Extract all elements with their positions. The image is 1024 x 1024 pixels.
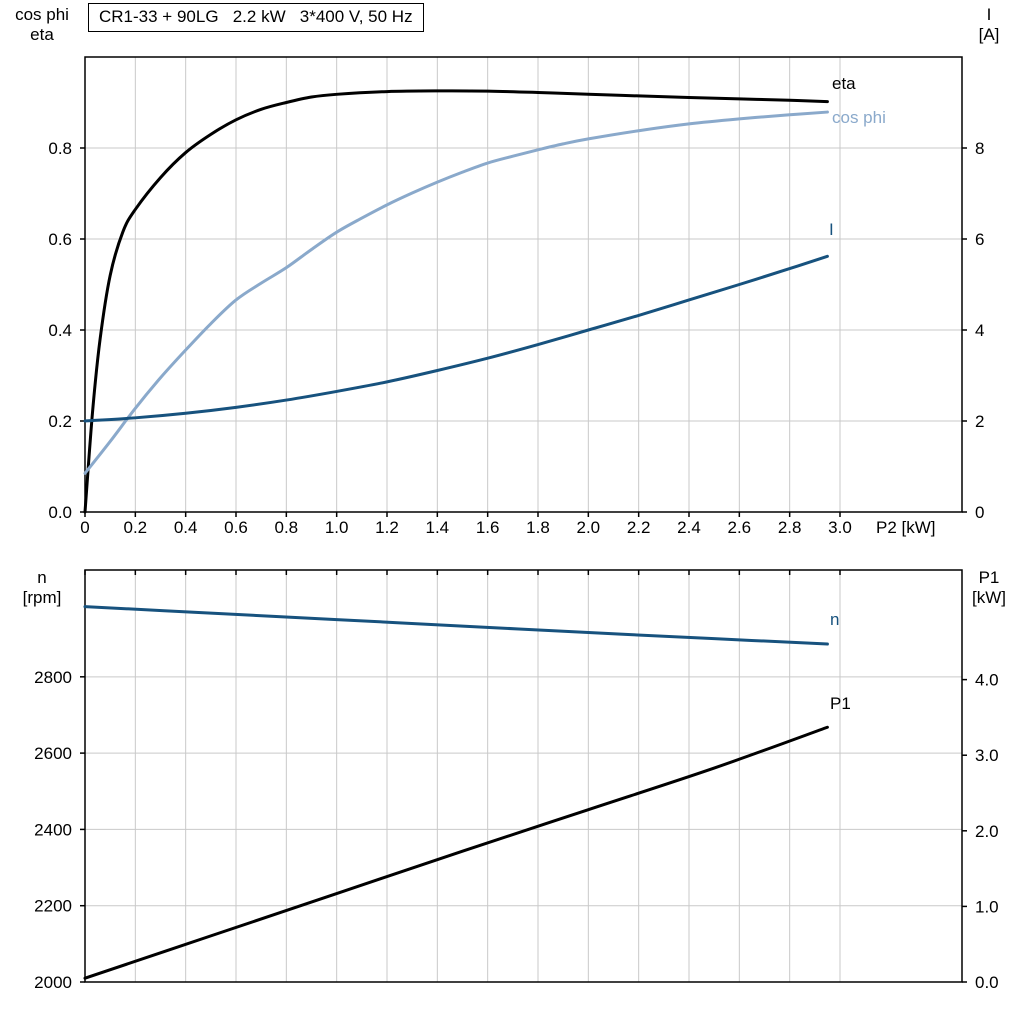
y-left-axis-title-line2: eta <box>30 25 54 44</box>
y-left-tick-label: 2000 <box>34 973 72 992</box>
x-tick-label: 2.8 <box>778 518 802 537</box>
y-left-tick-label: 0.4 <box>48 321 72 340</box>
chart-title: CR1-33 + 90LG 2.2 kW 3*400 V, 50 Hz <box>88 3 424 32</box>
x-tick-label: 1.8 <box>526 518 550 537</box>
y-right-tick-label: 6 <box>975 230 984 249</box>
x-tick-label: 1.6 <box>476 518 500 537</box>
y-left-tick-label: 0.0 <box>48 503 72 522</box>
y-left-tick-label: 0.6 <box>48 230 72 249</box>
p1-axis-title-line2: [kW] <box>972 588 1006 607</box>
n-axis-title-line1: n <box>37 568 47 587</box>
y-right-tick-label: 3.0 <box>975 746 999 765</box>
x-tick-label: 0.4 <box>174 518 198 537</box>
x-tick-label: 0.8 <box>275 518 299 537</box>
x-tick-label: 2.4 <box>677 518 701 537</box>
curve-label-speed: n <box>830 610 840 629</box>
x-tick-label: 1.2 <box>375 518 399 537</box>
x-tick-label: 2.6 <box>728 518 752 537</box>
plot-frame <box>84 56 963 513</box>
y-right-tick-label: 4 <box>975 321 984 340</box>
plot-frame <box>84 569 963 983</box>
x-tick-label: 0.2 <box>124 518 148 537</box>
curve-label-cos-phi: cos phi <box>832 108 886 127</box>
curve-label-eta: eta <box>832 74 856 93</box>
y-left-tick-label: 2400 <box>34 820 72 839</box>
y-left-tick-label: 0.8 <box>48 139 72 158</box>
curve-P1 <box>83 725 829 980</box>
x-tick-label: 2.0 <box>577 518 601 537</box>
x-tick-label: 1.4 <box>426 518 450 537</box>
curve-I <box>83 254 829 423</box>
y-right-axis-title-line2: [A] <box>978 25 1000 44</box>
y-right-tick-label: 0 <box>975 503 984 522</box>
y-right-tick-label: 0.0 <box>975 973 999 992</box>
y-right-tick-label: 2 <box>975 412 984 431</box>
y-left-axis-title-line1: cos phi <box>15 5 69 24</box>
curve-eta <box>83 89 829 514</box>
y-right-tick-label: 4.0 <box>975 671 999 690</box>
y-right-axis-title: I [A] <box>960 5 1018 45</box>
y-right-tick-label: 1.0 <box>975 897 999 916</box>
curve-cos-phi <box>83 110 829 475</box>
y-right-tick-label: 2.0 <box>975 822 999 841</box>
curve-n <box>83 605 829 646</box>
x-tick-label: 0 <box>80 518 89 537</box>
x-tick-label: 3.0 <box>828 518 852 537</box>
y-left-axis-title: cos phi eta <box>2 5 82 45</box>
curve-label-current: I <box>829 220 834 239</box>
x-tick-label: 2.2 <box>627 518 651 537</box>
n-axis-title: n [rpm] <box>2 568 82 608</box>
p1-axis-title: P1 [kW] <box>960 568 1018 608</box>
y-left-tick-label: 2800 <box>34 668 72 687</box>
x-axis-title: P2 [kW] <box>876 518 936 537</box>
curve-label-p1: P1 <box>830 694 851 713</box>
y-left-tick-label: 2600 <box>34 744 72 763</box>
y-right-tick-label: 8 <box>975 139 984 158</box>
n-axis-title-line2: [rpm] <box>22 588 62 607</box>
x-tick-label: 1.0 <box>325 518 349 537</box>
y-left-tick-label: 2200 <box>34 897 72 916</box>
y-left-tick-label: 0.2 <box>48 412 72 431</box>
p1-axis-title-line1: P1 <box>978 568 1000 587</box>
x-tick-label: 0.6 <box>224 518 248 537</box>
y-right-axis-title-line1: I <box>986 5 992 24</box>
